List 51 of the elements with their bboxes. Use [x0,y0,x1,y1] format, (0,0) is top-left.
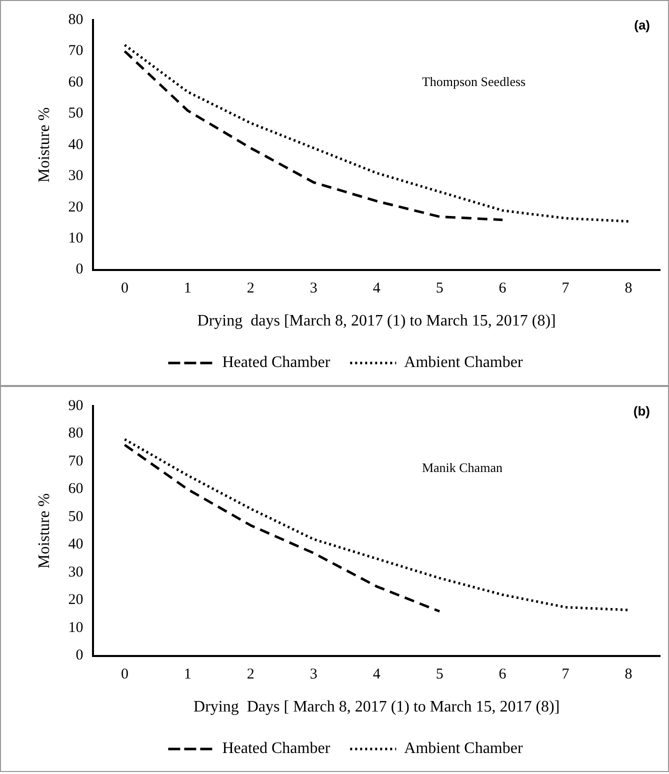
y-tick-label: 70 [68,43,84,60]
y-axis-title: Moisture % [36,493,53,568]
x-tick-label: 4 [372,280,381,297]
y-tick-label: 10 [68,230,84,247]
annotation: Thompson Seedless [422,74,526,89]
y-tick-label: 30 [68,564,84,580]
y-tick-label: 20 [68,592,84,608]
y-tick-label: 80 [68,426,84,442]
x-tick-label: 1 [184,666,192,683]
y-tick-label: 60 [68,481,84,498]
line-series [123,44,630,223]
x-tick-label: 0 [120,280,128,297]
y-tick-label: 30 [68,168,84,184]
x-tick-label: 6 [498,280,507,297]
x-tick-label: 5 [436,280,444,297]
x-tick-label: 1 [184,280,192,297]
x-tick-label: 5 [436,666,444,683]
x-tick-label: 7 [562,280,570,297]
y-tick-label: 90 [68,398,84,414]
x-tick-label: 4 [372,666,381,683]
x-tick-label: 6 [498,666,507,683]
y-tick-label: 10 [68,620,84,636]
y-tick-label: 40 [68,136,84,153]
legend-label: Ambient Chamber [404,740,524,758]
x-axis-title: Drying days [March 8, 2017 (1) to March 15, 2017 (8)] [197,312,556,330]
x-tick-label: 7 [562,666,570,683]
annotation: Manik Chaman [422,460,503,475]
x-tick-label: 3 [310,666,318,683]
y-tick-label: 0 [76,262,84,278]
y-tick-label: 0 [76,648,84,664]
y-tick-label: 40 [68,536,84,553]
y-tick-label: 60 [68,74,84,90]
line-series [123,438,630,612]
x-axis-title: Drying Days [ March 8, 2017 (1) to March 15, 2017 (8)] [194,698,560,716]
y-tick-label: 50 [68,106,84,122]
legend-label: Heated Chamber [222,354,331,372]
x-tick-label: 8 [624,280,632,297]
y-tick-label: 70 [68,453,84,470]
annotation: (b) [633,404,650,419]
y-tick-label: 80 [68,12,84,28]
x-tick-label: 2 [246,666,254,683]
legend-label: Heated Chamber [222,740,331,758]
y-tick-label: 20 [68,199,84,216]
y-axis-title: Moisture % [36,107,53,182]
legend-label: Ambient Chamber [404,354,524,372]
x-tick-label: 0 [120,666,128,683]
x-tick-label: 3 [310,280,318,297]
annotation: (a) [634,18,650,33]
x-tick-label: 2 [246,280,254,297]
y-tick-label: 50 [68,508,84,525]
x-tick-label: 8 [624,666,632,683]
